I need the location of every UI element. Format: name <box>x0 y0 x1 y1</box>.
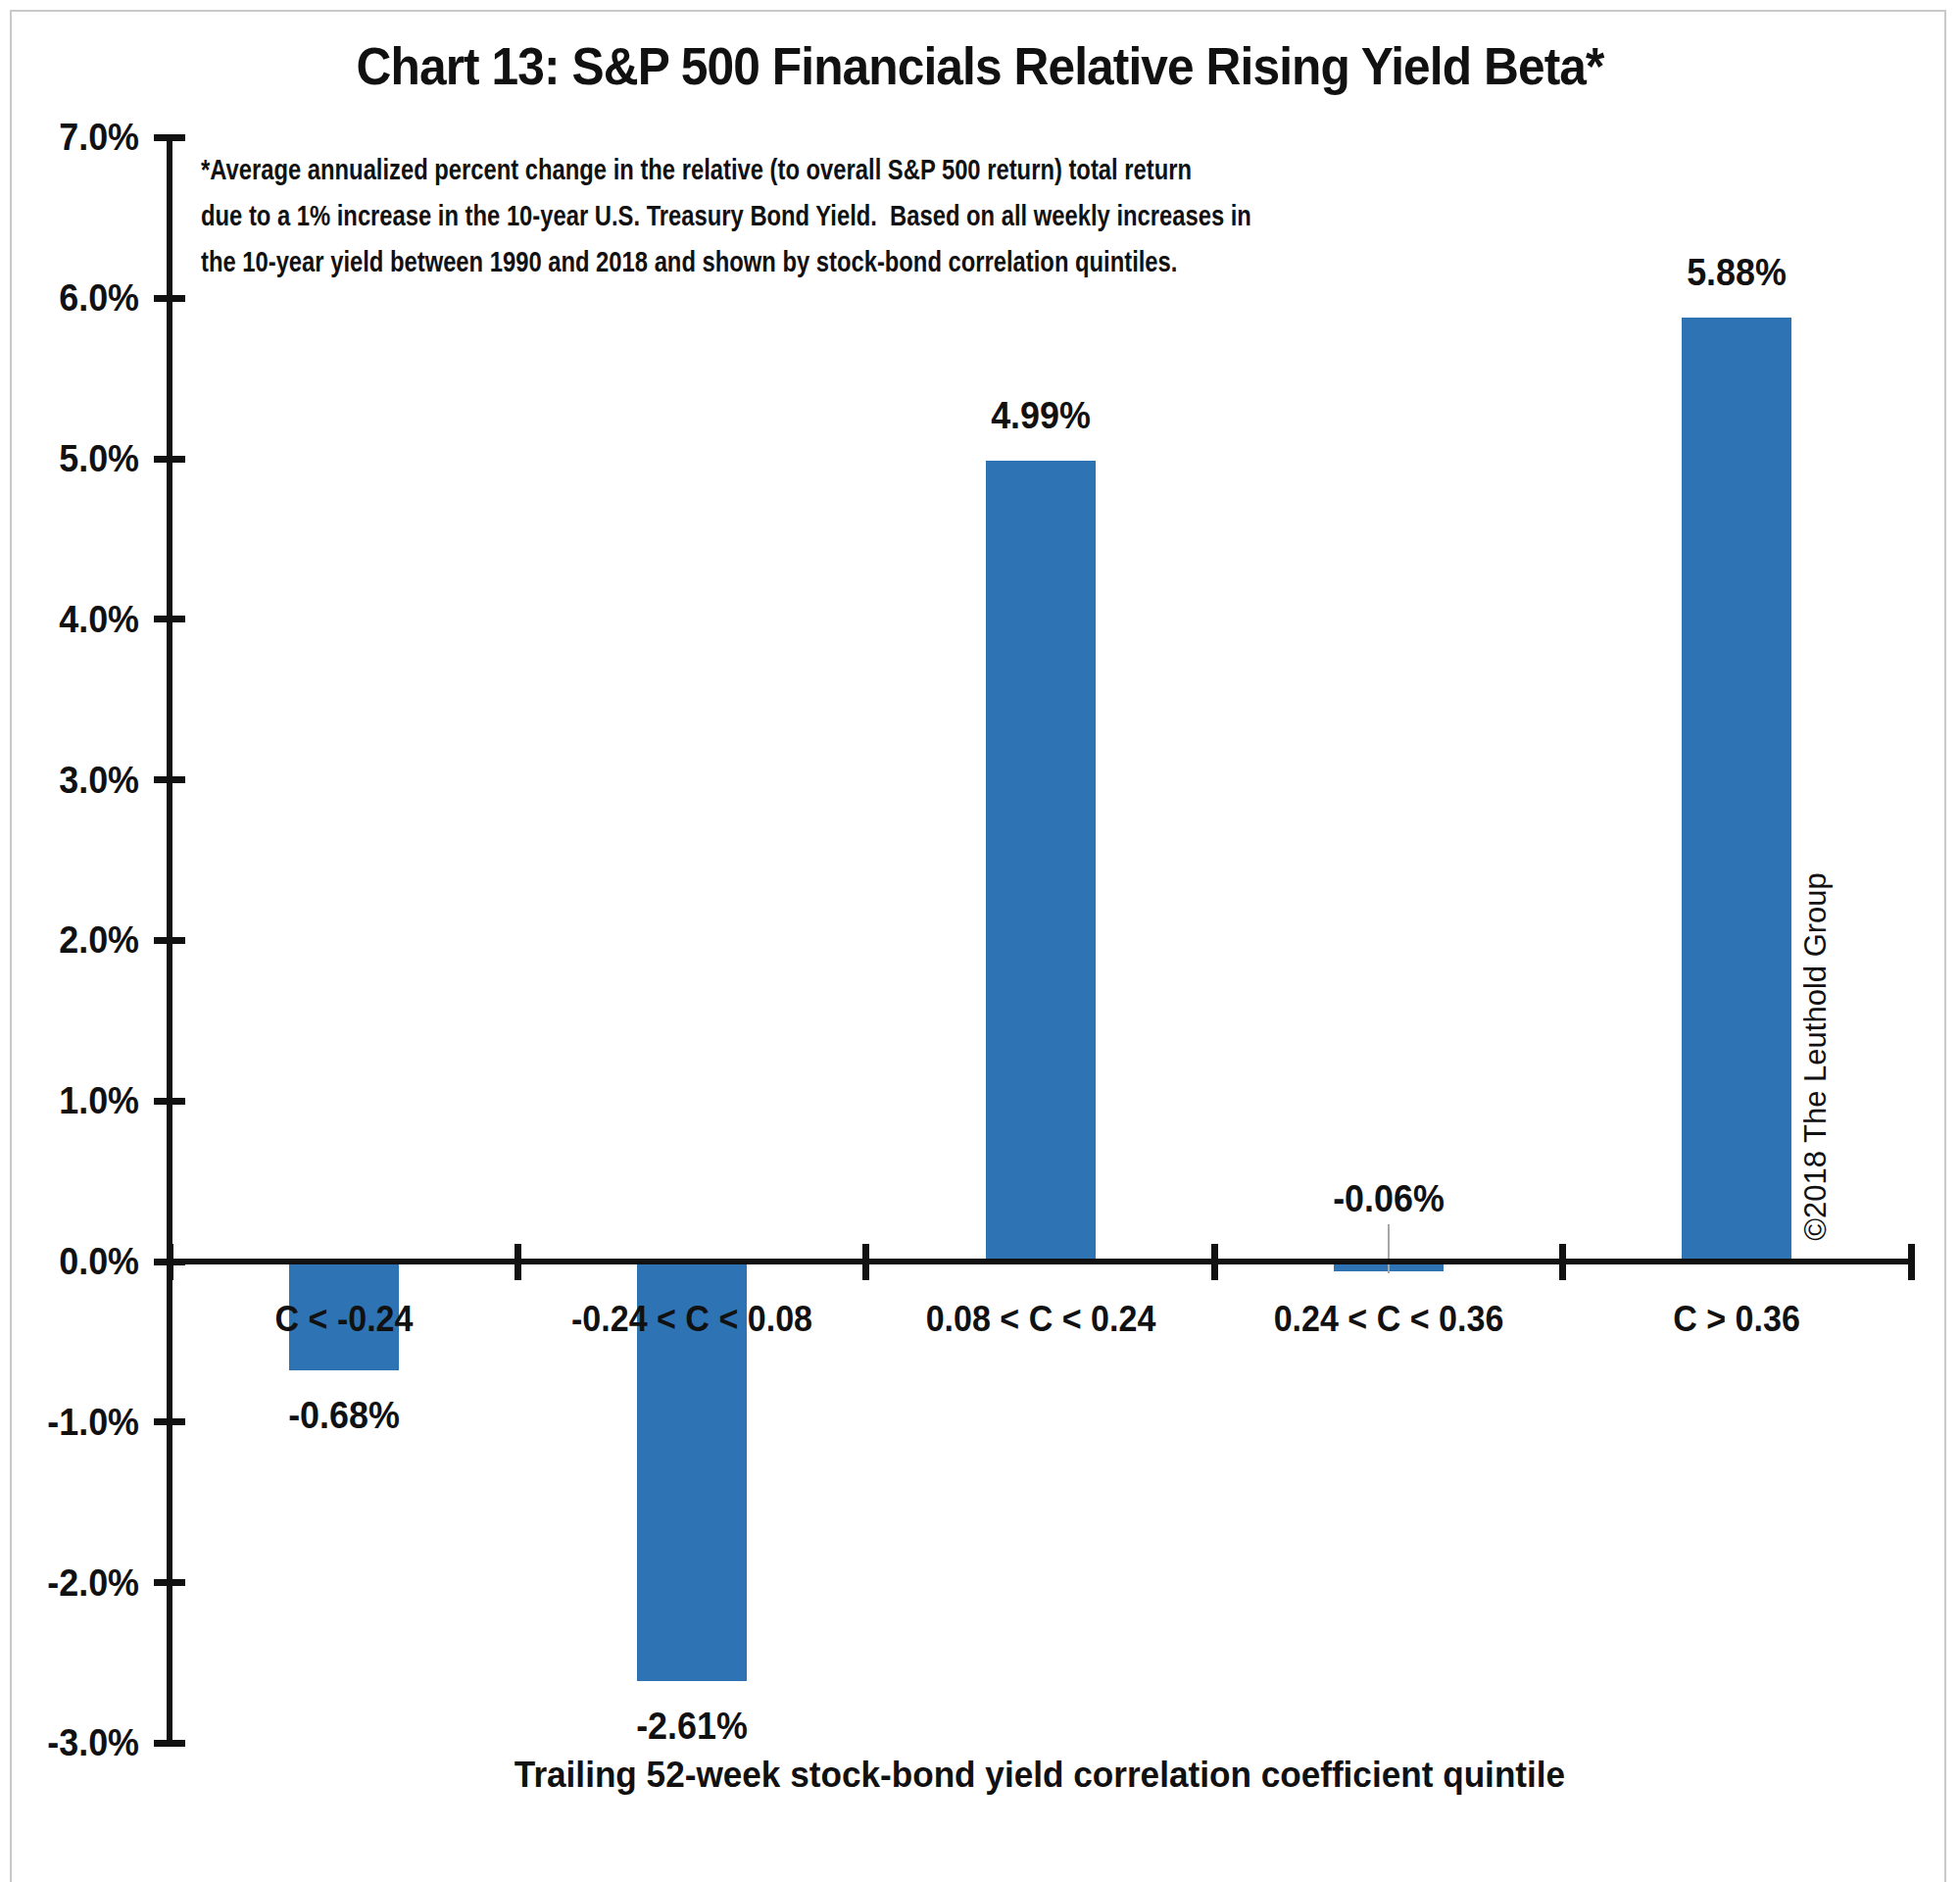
bar-value-label: 5.88% <box>1556 249 1917 296</box>
y-tick <box>154 1579 185 1586</box>
y-tick-label: 3.0% <box>4 757 139 804</box>
y-tick <box>154 937 185 944</box>
y-tick-label: 5.0% <box>4 435 139 482</box>
y-tick <box>154 456 185 463</box>
y-tick <box>154 1098 185 1105</box>
y-tick <box>154 1740 185 1747</box>
x-tick <box>514 1244 521 1280</box>
x-tick <box>167 1244 173 1280</box>
y-tick <box>154 616 185 622</box>
x-category-label: C > 0.36 <box>1502 1297 1960 1342</box>
y-tick-label: 6.0% <box>4 274 139 322</box>
footnote-line-3: the 10-year yield between 1990 and 2018 … <box>201 239 1406 285</box>
x-tick <box>1908 1244 1915 1280</box>
y-tick-label: -1.0% <box>4 1399 139 1446</box>
bar-value-label: -0.06% <box>1208 1175 1569 1222</box>
y-tick <box>154 776 185 783</box>
leader-line <box>1388 1224 1390 1273</box>
x-tick <box>1559 1244 1566 1280</box>
bar-value-label: -0.68% <box>164 1392 524 1439</box>
y-tick-label: 0.0% <box>4 1238 139 1285</box>
x-axis-title: Trailing 52-week stock-bond yield correl… <box>388 1753 1691 1798</box>
copyright-watermark: ©2018 The Leuthold Group <box>1796 841 1836 1272</box>
chart-title: Chart 13: S&P 500 Financials Relative Ri… <box>78 33 1882 98</box>
y-tick-label: -3.0% <box>4 1719 139 1766</box>
bar <box>1682 318 1791 1262</box>
bar-value-label: 4.99% <box>860 392 1221 439</box>
y-tick-label: 1.0% <box>4 1077 139 1124</box>
x-axis-line <box>167 1259 1914 1264</box>
y-tick <box>154 1418 185 1425</box>
y-tick <box>154 295 185 302</box>
x-tick <box>862 1244 869 1280</box>
y-tick-label: 2.0% <box>4 916 139 964</box>
bar <box>986 461 1096 1262</box>
bar-value-label: -2.61% <box>512 1703 872 1750</box>
footnote-line-2: due to a 1% increase in the 10-year U.S.… <box>201 193 1406 239</box>
y-tick-label: 4.0% <box>4 596 139 643</box>
y-tick-label: 7.0% <box>4 114 139 161</box>
footnote-line-1: *Average annualized percent change in th… <box>201 147 1406 193</box>
chart-footnote: *Average annualized percent change in th… <box>201 147 1671 285</box>
y-tick-label: -2.0% <box>4 1560 139 1607</box>
y-tick <box>154 134 185 141</box>
x-tick <box>1211 1244 1218 1280</box>
